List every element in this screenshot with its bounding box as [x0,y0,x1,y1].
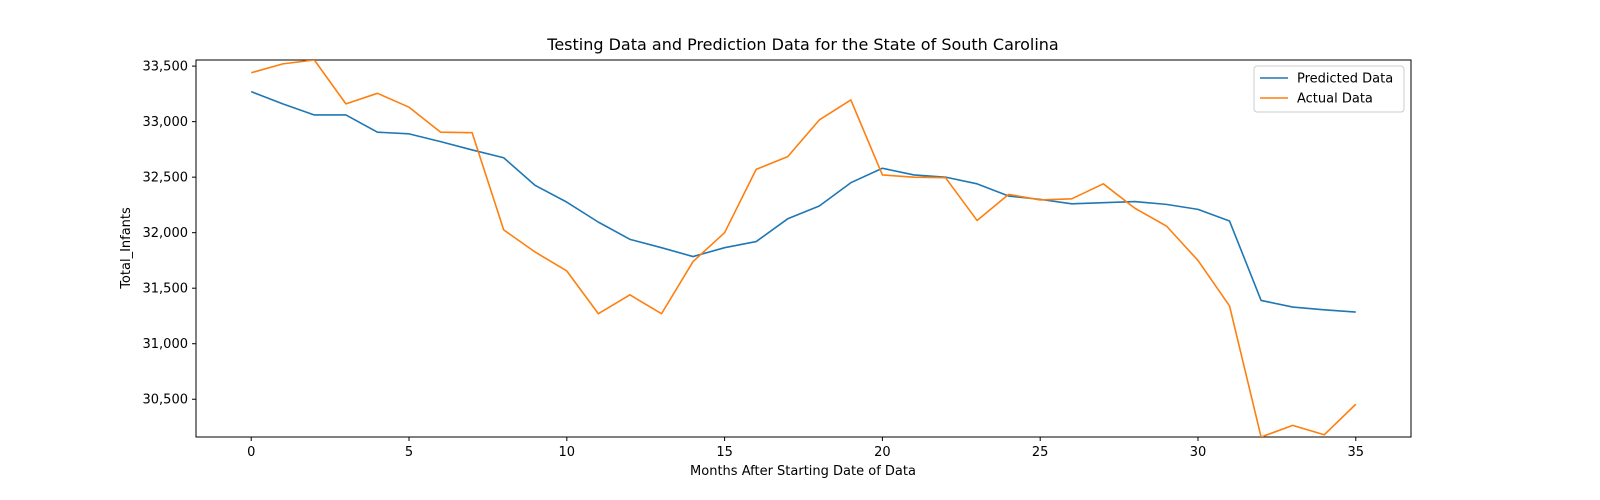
series-lines [250,60,1357,437]
y-tick-label: 32,000 [143,226,189,241]
legend-label: Actual Data [1297,92,1373,107]
chart-title: Testing Data and Prediction Data for the… [546,35,1058,54]
series-line-actual-data [251,60,1357,437]
x-tick-label: 30 [1190,445,1207,460]
x-tick-label: 10 [559,445,576,460]
legend-label: Predicted Data [1297,72,1393,87]
y-tick-label: 31,500 [143,282,189,297]
y-tick-label: 33,500 [143,60,189,75]
y-tick-label: 32,500 [143,171,189,186]
x-tick-label: 5 [405,445,413,460]
y-tick-label: 30,500 [143,393,189,408]
x-tick-label: 20 [874,445,891,460]
y-tick-label: 33,000 [143,115,189,130]
x-tick-label: 25 [1032,445,1049,460]
y-tick-label: 31,000 [143,337,189,352]
y-axis-label: Total_Infants [119,207,134,290]
x-tick-label: 15 [716,445,733,460]
x-axis: 0 5 10 15 20 25 30 35 [247,437,1364,460]
y-axis: 30,500 31,000 31,500 32,000 32,500 33,000 33,5… [143,60,196,408]
legend: Predicted Data Actual Data [1253,65,1405,113]
x-tick-label: 0 [247,445,255,460]
plot-area [195,59,1412,438]
x-axis-label: Months After Starting Date of Data [690,464,916,479]
x-tick-label: 35 [1347,445,1364,460]
plot-frame [195,59,1412,438]
legend-box [1253,65,1405,113]
series-line-predicted-data [250,90,1356,313]
